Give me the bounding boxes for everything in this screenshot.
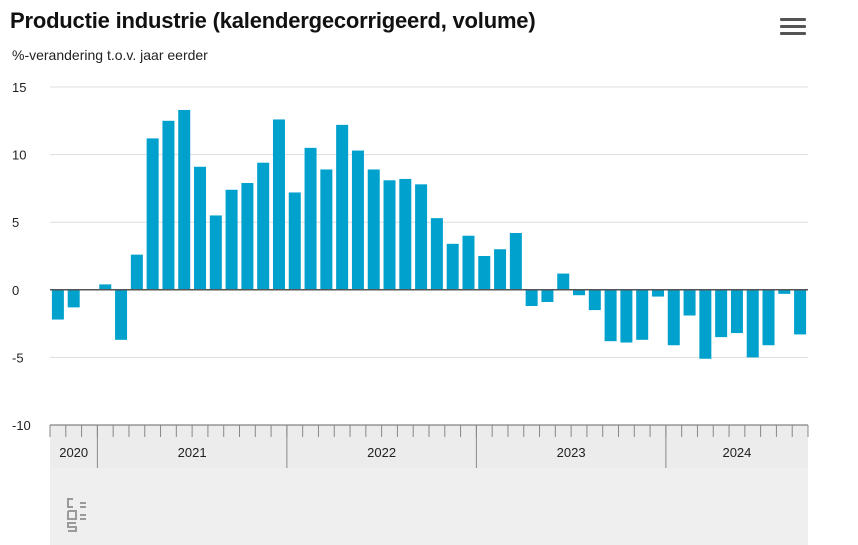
bar[interactable]: 2021 mei: 12.5 xyxy=(162,120,175,290)
bar[interactable]: 2022 feb: 10.5 xyxy=(304,147,317,290)
bar[interactable]: 2021 okt: 7.9 xyxy=(241,182,254,290)
footer-background xyxy=(50,468,808,545)
bar[interactable]: 2020 nov: -1.3 xyxy=(67,289,80,308)
bar[interactable]: 2024 jan: -4.1 xyxy=(667,289,680,346)
bar[interactable]: 2021 jun: 13.3 xyxy=(178,109,191,290)
bar[interactable]: 2022 okt: 5.3 xyxy=(430,218,443,290)
bar[interactable]: 2023 jul: -0.4 xyxy=(573,289,586,296)
bar[interactable]: 2023 aug: -1.5 xyxy=(588,289,601,311)
bar[interactable]: 2023 dec: -0.5 xyxy=(651,289,664,297)
bar[interactable]: 2023 apr: -1.2 xyxy=(525,289,538,307)
bar[interactable]: 2022 jun: 8.9 xyxy=(367,169,380,290)
bar[interactable]: 2022 jan: 7.2 xyxy=(288,192,301,290)
bar[interactable]: 2021 aug: 5.5 xyxy=(209,215,222,290)
bar[interactable]: 2024 mrt: -5.1 xyxy=(699,289,712,359)
year-label: 2023 xyxy=(557,445,586,460)
year-label: 2022 xyxy=(367,445,396,460)
bar[interactable]: 2021 sep: 7.4 xyxy=(225,189,238,290)
bar[interactable]: 2021 jan: 0.4 xyxy=(99,284,112,290)
bar[interactable]: 2022 mrt: 8.9 xyxy=(320,169,333,290)
bar[interactable]: 2022 sep: 7.8 xyxy=(415,184,428,290)
bar[interactable]: 2023 okt: -3.9 xyxy=(620,289,633,343)
bars: 2020 okt: -2.22020 nov: -1.32020 dec: 02… xyxy=(51,109,807,359)
bar[interactable]: 2021 feb: -3.7 xyxy=(115,289,128,340)
bar[interactable]: 2024 mei: -3.2 xyxy=(730,289,743,334)
chart-subtitle: %-verandering t.o.v. jaar eerder xyxy=(12,47,208,63)
year-label: 2020 xyxy=(59,445,88,460)
bar[interactable]: 2022 apr: 12.2 xyxy=(336,124,349,290)
y-tick-label: 15 xyxy=(12,80,26,95)
bar[interactable]: 2024 aug: -0.3 xyxy=(778,289,791,294)
bar[interactable]: 2022 nov: 3.4 xyxy=(446,243,459,290)
bar[interactable]: 2020 okt: -2.2 xyxy=(51,289,64,320)
bar[interactable]: 2023 mrt: 4.2 xyxy=(509,233,522,290)
y-tick-label: 10 xyxy=(12,148,26,163)
bar[interactable]: 2021 mrt: 2.6 xyxy=(130,254,143,290)
chart-title: Productie industrie (kalendergecorrigeer… xyxy=(10,8,536,33)
hamburger-menu-icon[interactable] xyxy=(780,18,806,40)
bar[interactable]: 2023 nov: -3.7 xyxy=(636,289,649,340)
bar[interactable]: 2021 dec: 12.6 xyxy=(272,119,285,290)
bar[interactable]: 2024 feb: -1.9 xyxy=(683,289,696,316)
y-axis-tick-labels: 15 10 5 0 -5 -10 xyxy=(12,80,31,433)
bar[interactable]: 2024 jun: -5 xyxy=(746,289,759,358)
bar[interactable]: 2023 sep: -3.8 xyxy=(604,289,617,342)
bar[interactable]: 2022 dec: 4 xyxy=(462,235,475,290)
bar[interactable]: 2022 jul: 8.1 xyxy=(383,180,396,290)
bar[interactable]: 2022 aug: 8.2 xyxy=(399,178,412,290)
bar[interactable]: 2024 sep: -3.3 xyxy=(794,289,807,335)
bar[interactable]: 2021 jul: 9.1 xyxy=(194,166,207,290)
y-tick-label: 0 xyxy=(12,283,19,298)
bar[interactable]: 2021 nov: 9.4 xyxy=(257,162,270,290)
bar[interactable]: 2023 mei: -0.9 xyxy=(541,289,554,302)
cbs-logo-icon xyxy=(67,498,86,532)
bar[interactable]: 2022 mei: 10.3 xyxy=(351,150,364,290)
bar[interactable]: 2023 jun: 1.2 xyxy=(557,273,570,290)
x-axis: 2020 2021 2022 2023 2024 xyxy=(49,424,809,468)
bar[interactable]: 2024 jul: -4.1 xyxy=(762,289,775,346)
bar[interactable]: 2021 apr: 11.2 xyxy=(146,138,159,290)
y-tick-label: -10 xyxy=(12,418,31,433)
year-label: 2021 xyxy=(178,445,207,460)
bar[interactable]: 2023 feb: 3 xyxy=(494,249,507,290)
year-label: 2024 xyxy=(722,445,751,460)
bar[interactable]: 2023 jan: 2.5 xyxy=(478,256,491,290)
bar[interactable]: 2024 apr: -3.5 xyxy=(715,289,728,338)
y-tick-label: -5 xyxy=(12,350,24,365)
y-tick-label: 5 xyxy=(12,215,19,230)
